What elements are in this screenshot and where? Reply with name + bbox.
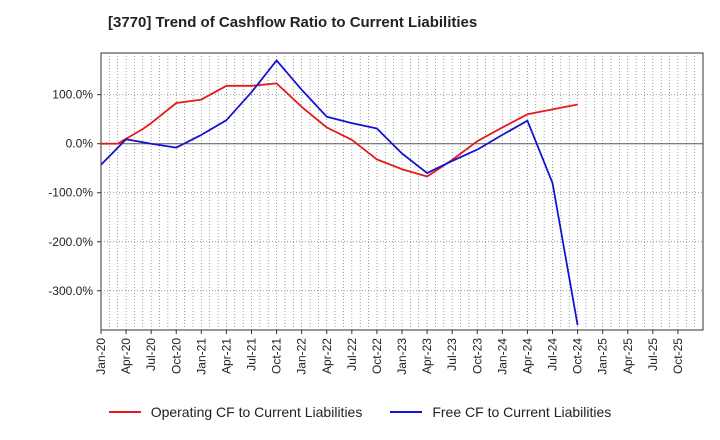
x-tick-label: Jan-20 — [94, 338, 108, 375]
y-tick-label: -300.0% — [48, 284, 93, 298]
x-tick-label: Apr-20 — [119, 338, 133, 374]
series-line-free — [100, 59, 579, 326]
x-tick-label: Oct-24 — [571, 338, 585, 374]
legend-swatch-operating — [108, 411, 141, 413]
y-tick-label: 0.0% — [66, 137, 94, 151]
legend: Operating CF to Current Liabilities Free… — [0, 404, 720, 420]
x-tick-label: Jul-22 — [345, 338, 359, 371]
x-tick-label: Apr-22 — [320, 338, 334, 374]
x-tick-label: Jul-24 — [546, 338, 560, 371]
chart-canvas: -300.0% -200.0% -100.0% 0.0% 100.0% Jan-20 Apr… — [48, 52, 704, 375]
x-tick-label: Jan-23 — [395, 338, 409, 375]
y-tick-label: -100.0% — [48, 186, 93, 200]
x-tick-label: Apr-21 — [219, 338, 233, 374]
x-tick-label: Apr-25 — [621, 338, 635, 374]
x-tick-label: Jan-22 — [295, 338, 309, 375]
y-tick-label: 100.0% — [52, 88, 93, 102]
legend-swatch-free — [390, 411, 423, 413]
x-tick-label: Apr-23 — [420, 338, 434, 374]
series-line-operating — [101, 82, 578, 178]
legend-label-free: Free CF to Current Liabilities — [432, 404, 612, 420]
x-tick-label: Jul-23 — [445, 338, 459, 371]
x-tick-label: Jan-24 — [495, 338, 509, 375]
y-tick-label: -200.0% — [48, 235, 93, 249]
legend-item-free: Free CF to Current Liabilities — [390, 404, 611, 420]
legend-label-operating: Operating CF to Current Liabilities — [150, 404, 363, 420]
x-tick-label: Oct-25 — [671, 338, 685, 374]
x-tick-label: Jul-25 — [646, 338, 660, 371]
x-tick-label: Jul-21 — [245, 338, 259, 371]
x-tick-label: Jan-25 — [596, 338, 610, 375]
x-tick-label: Jul-20 — [144, 338, 158, 371]
chart-title: [3770] Trend of Cashflow Ratio to Curren… — [108, 14, 478, 31]
x-tick-label: Apr-24 — [520, 338, 534, 374]
x-tick-label: Oct-22 — [370, 338, 384, 374]
x-tick-label: Jan-21 — [194, 338, 208, 375]
x-tick-label: Oct-23 — [470, 338, 484, 374]
legend-item-operating: Operating CF to Current Liabilities — [108, 404, 363, 420]
x-tick-label: Oct-20 — [169, 338, 183, 374]
x-tick-label: Oct-21 — [270, 338, 284, 374]
